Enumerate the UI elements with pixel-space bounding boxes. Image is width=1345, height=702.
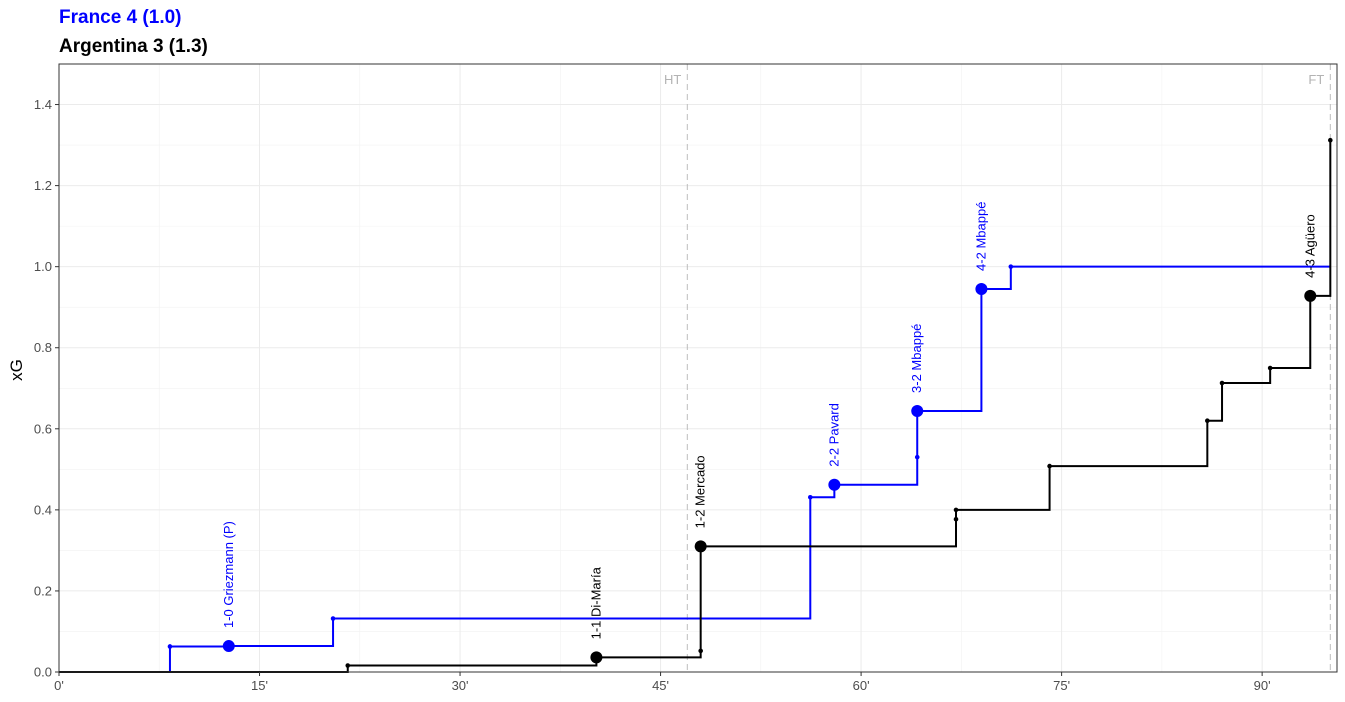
- goal-label-france: 3-2 Mbappé: [909, 324, 924, 393]
- chart-title-argentina: Argentina 3 (1.3): [59, 36, 208, 57]
- goal-point-argentina: [694, 540, 707, 553]
- x-tick-label: 60': [853, 678, 870, 693]
- y-tick-label: 0.6: [34, 421, 52, 436]
- goal-point-france: [828, 478, 841, 491]
- y-tick-label: 1.0: [34, 259, 52, 274]
- goal-label-france: 4-2 Mbappé: [973, 202, 988, 271]
- shot-point-france: [1008, 264, 1014, 269]
- shot-point-france: [807, 495, 813, 500]
- goal-point-france: [975, 282, 988, 295]
- x-tick-label: 90': [1254, 678, 1271, 693]
- shot-point-argentina: [953, 507, 959, 513]
- shot-point-argentina: [953, 516, 959, 522]
- x-tick-label: 0': [54, 678, 64, 693]
- ref-label-ft: FT: [1308, 72, 1324, 87]
- goal-label-france: 2-2 Pavard: [826, 403, 841, 467]
- shot-point-argentina: [1205, 418, 1210, 423]
- reference-lines: HT FT: [664, 64, 1331, 672]
- series-lines: [59, 140, 1332, 673]
- x-tick-label: 30': [452, 678, 469, 693]
- series-line-argentina: [59, 140, 1332, 673]
- shot-points: [167, 137, 1333, 668]
- y-tick-label: 0.8: [34, 340, 52, 355]
- y-tick-label: 1.4: [34, 97, 52, 112]
- shot-point-argentina: [345, 663, 351, 668]
- goal-point-argentina: [590, 651, 603, 664]
- y-tick-label: 0.4: [34, 502, 52, 517]
- x-tick-label: 15': [251, 678, 268, 693]
- x-tick-label: 75': [1053, 678, 1070, 693]
- goal-point-france: [911, 404, 924, 417]
- shot-point-france: [914, 454, 920, 460]
- axis-ticks: 0.0 0.2 0.4 0.6 0.8 1.0 1.2 1.4 0' 15' 30' 45' 60' 75…: [34, 97, 1271, 693]
- goal-label-argentina: 4-3 Agüero: [1302, 214, 1317, 278]
- shot-point-argentina: [1047, 463, 1052, 469]
- y-tick-label: 0.0: [34, 665, 52, 680]
- shot-point-france: [330, 616, 336, 621]
- plot-panel-border: [58, 63, 1338, 673]
- goal-label-france: 1-0 Griezmann (P): [221, 521, 236, 628]
- goal-label-argentina: 1-1 Di-María: [588, 566, 603, 639]
- grid-lines: [58, 64, 1337, 673]
- shot-point-argentina: [1219, 380, 1225, 386]
- shot-point-france: [167, 644, 173, 649]
- x-tick-label: 45': [652, 678, 669, 693]
- goal-point-argentina: [1304, 289, 1317, 302]
- y-axis-title: xG: [7, 359, 26, 381]
- shot-point-argentina: [1267, 365, 1273, 371]
- shot-point-argentina: [698, 648, 703, 654]
- y-tick-label: 0.2: [34, 583, 52, 598]
- ref-label-ht: HT: [664, 72, 681, 87]
- chart-title-france: France 4 (1.0): [59, 7, 182, 28]
- y-tick-label: 1.2: [34, 178, 52, 193]
- goal-labels: 1-0 Griezmann (P) 2-2 Pavard 3-2 Mbappé 4-2…: [221, 202, 1317, 640]
- goal-label-argentina: 1-2 Mercado: [693, 455, 708, 528]
- goal-point-france: [222, 640, 235, 653]
- shot-point-argentina: [1328, 137, 1333, 143]
